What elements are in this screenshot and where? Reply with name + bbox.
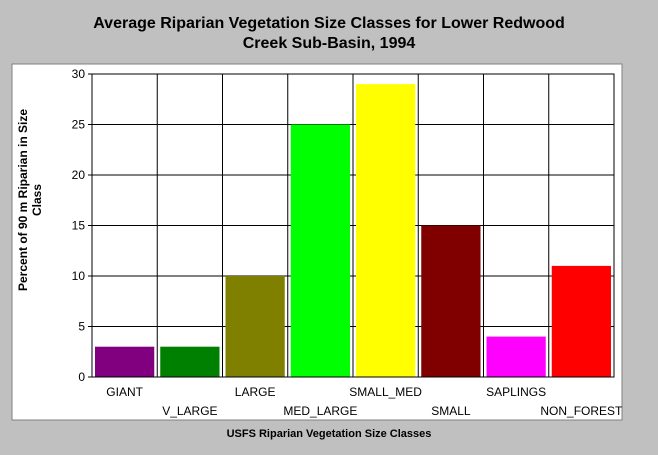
- x-tick-label: GIANT: [106, 385, 143, 399]
- y-tick-label: 25: [72, 118, 86, 132]
- y-tick-label: 0: [78, 370, 85, 384]
- x-tick-label: V_LARGE: [162, 404, 217, 418]
- y-tick-label: 5: [78, 320, 85, 334]
- chart-title: Average Riparian Vegetation Size Classes…: [0, 14, 658, 54]
- chart-title-line-2: Creek Sub-Basin, 1994: [242, 35, 416, 52]
- y-tick-label: 20: [72, 168, 86, 182]
- x-tick-label: SAPLINGS: [486, 385, 546, 399]
- x-tick-label: SMALL: [431, 404, 471, 418]
- y-tick-label: 30: [72, 67, 86, 81]
- bar: [225, 276, 285, 377]
- x-tick-label: SMALL_MED: [349, 385, 422, 399]
- bar: [551, 265, 611, 377]
- x-tick-label: MED_LARGE: [283, 404, 357, 418]
- x-tick-label: LARGE: [235, 385, 276, 399]
- bar: [486, 336, 546, 377]
- y-axis-label: Percent of 90 m Riparian in Size Class: [16, 108, 44, 292]
- x-tick-label: NON_FOREST: [540, 404, 623, 418]
- y-tick-label: 10: [72, 269, 86, 283]
- x-axis-label: USFS Riparian Vegetation Size Classes: [226, 428, 432, 440]
- bar: [356, 84, 416, 377]
- y-tick-label: 15: [72, 219, 86, 233]
- bar: [160, 346, 220, 377]
- bar: [290, 124, 350, 377]
- bar: [421, 225, 481, 377]
- bar: [95, 346, 155, 377]
- chart-title-line-1: Average Riparian Vegetation Size Classes…: [93, 15, 565, 32]
